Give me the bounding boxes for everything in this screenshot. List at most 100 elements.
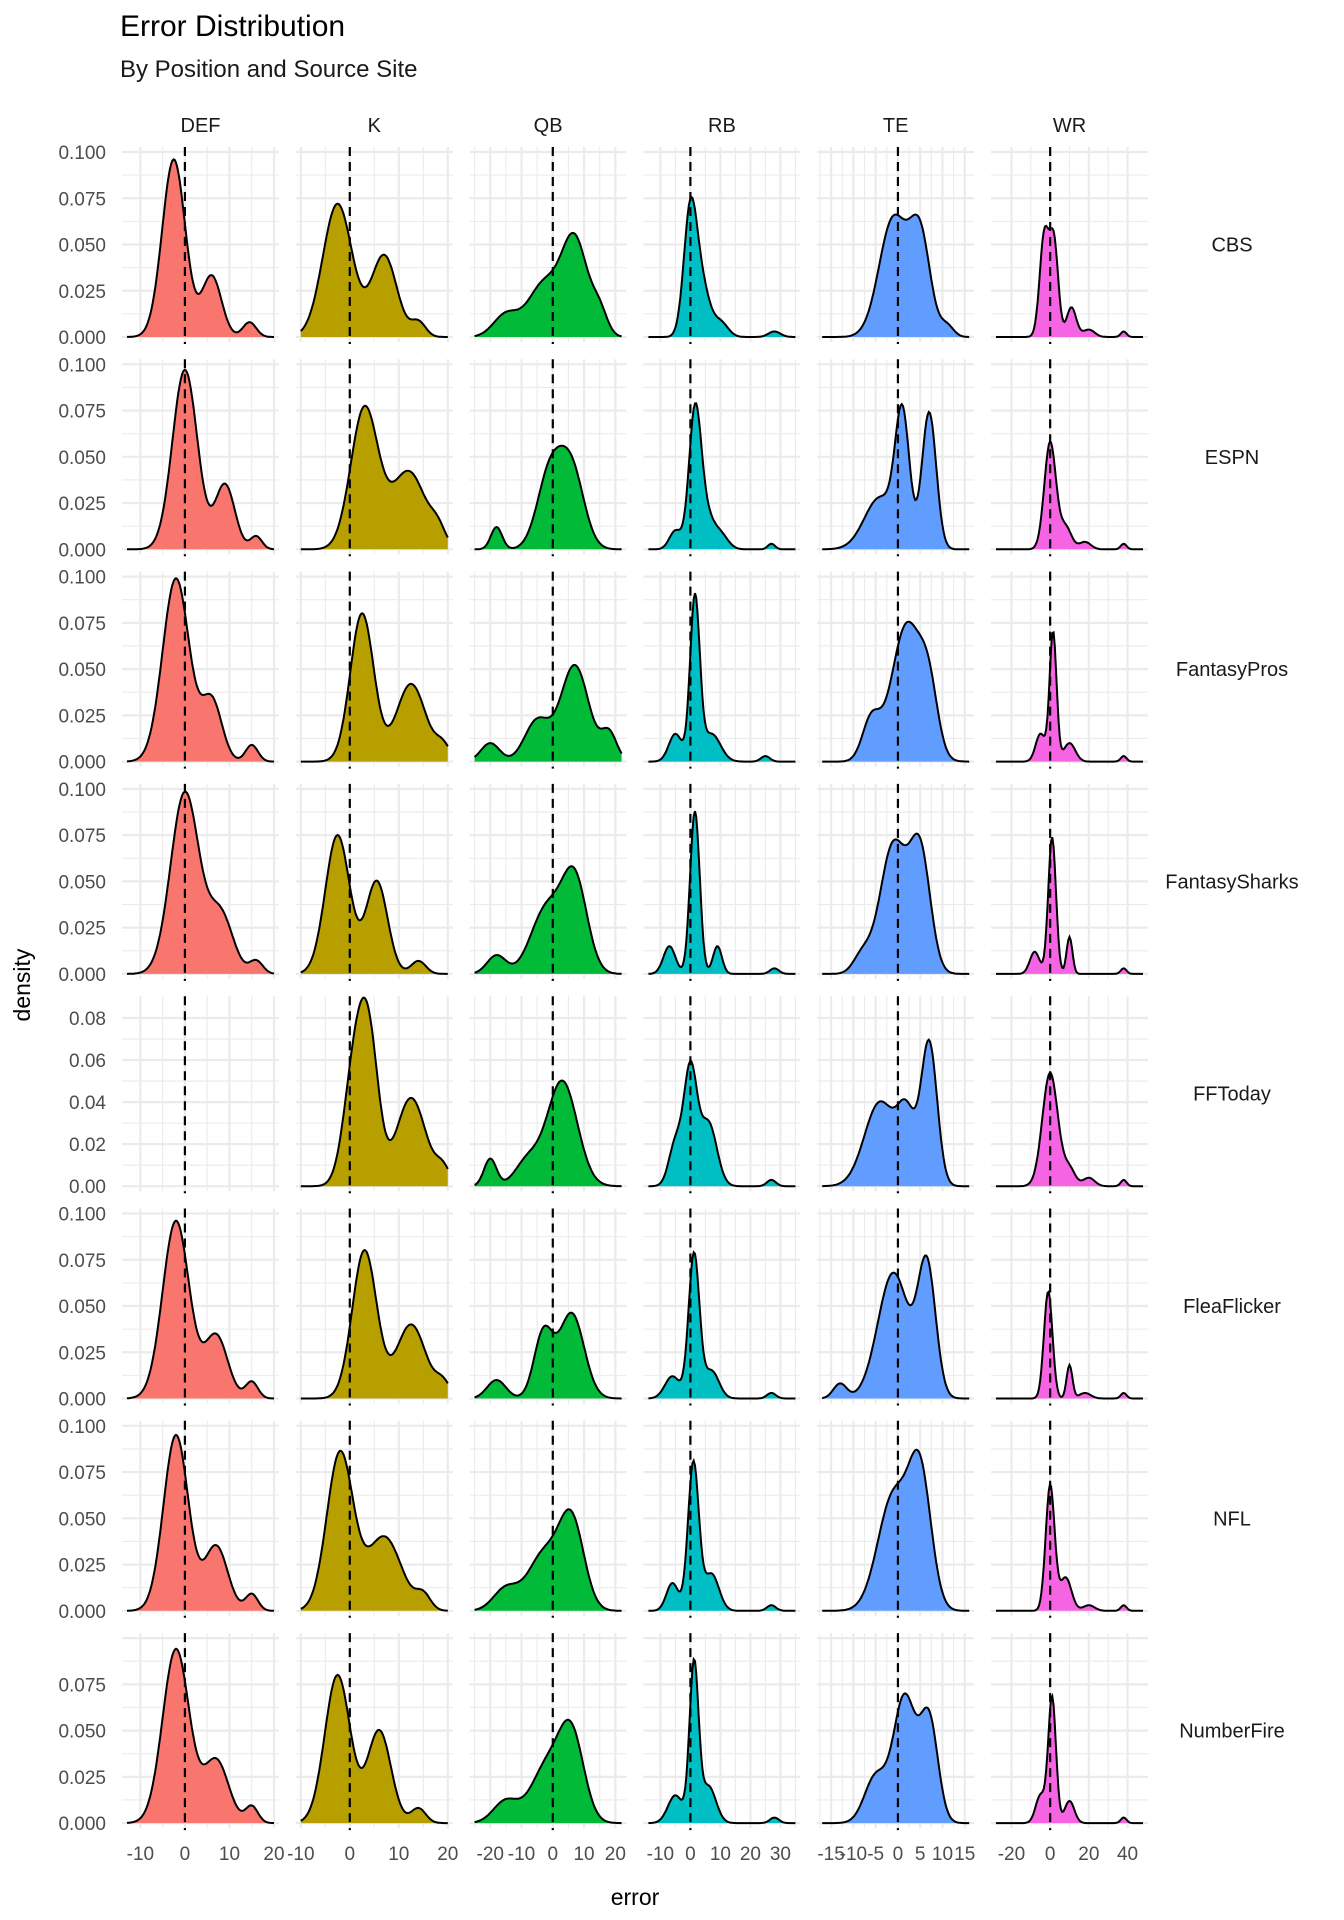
y-tick-label: 0.050	[58, 236, 106, 257]
density-curve	[648, 1250, 796, 1400]
density-curve	[996, 1071, 1143, 1188]
density-area	[300, 835, 448, 974]
row-strip-label: FantasyPros	[1176, 659, 1288, 681]
density-curve	[474, 1311, 622, 1400]
row-strip-label: NumberFire	[1179, 1721, 1285, 1743]
density-curve	[822, 620, 970, 763]
density-curve	[126, 1647, 275, 1825]
y-tick-label: 0.075	[58, 826, 106, 847]
facet-panel	[122, 1420, 279, 1618]
y-tick-label: 0.100	[58, 780, 106, 801]
facet-panel	[122, 359, 279, 557]
density-curve	[474, 865, 622, 975]
density-area	[474, 1509, 622, 1611]
density-curve	[822, 213, 970, 338]
density-curve	[648, 402, 796, 551]
density-curve	[127, 158, 274, 338]
y-tick-label: 0.075	[58, 614, 106, 635]
facet-panel	[991, 147, 1148, 344]
x-axis-label: error	[611, 1884, 660, 1910]
facet-panel	[295, 359, 453, 557]
x-tick-label: 0	[180, 1844, 191, 1865]
y-tick-label: 0.050	[58, 448, 106, 469]
x-tick-label: -10	[840, 1844, 867, 1865]
y-tick-label: 0.000	[58, 753, 106, 774]
row-strip-label: NFL	[1213, 1508, 1251, 1530]
facet-panel	[991, 1208, 1148, 1406]
column-strip-label: WR	[1053, 115, 1086, 137]
density-area	[300, 1450, 448, 1611]
y-tick-label: 0.075	[58, 402, 106, 423]
facet-panel	[991, 571, 1148, 769]
x-tick-label: 10	[219, 1844, 240, 1865]
facet-panel	[295, 783, 453, 981]
y-tick-label: 0.100	[58, 355, 106, 376]
x-tick-label: 40	[1117, 1844, 1138, 1865]
y-tick-label: 0.075	[58, 189, 106, 210]
density-area	[996, 837, 1143, 974]
density-curve	[822, 1448, 970, 1612]
column-strip-label: K	[368, 115, 382, 137]
density-curve	[822, 402, 970, 551]
facet-panel	[643, 783, 801, 981]
density-area	[648, 403, 796, 550]
facet-panel	[817, 783, 975, 981]
density-area	[474, 445, 622, 550]
density-area	[822, 621, 970, 762]
y-tick-label: 0.025	[58, 1556, 106, 1577]
density-area	[300, 405, 448, 550]
y-tick-label: 0.000	[58, 965, 106, 986]
y-tick-label: 0.100	[58, 1205, 106, 1226]
x-tick-label: 0	[685, 1844, 696, 1865]
density-area	[300, 997, 448, 1187]
facet-panel	[469, 1208, 627, 1406]
density-curve	[300, 833, 448, 975]
facet-panel	[295, 1420, 453, 1618]
y-tick-label: 0.100	[58, 143, 106, 164]
y-tick-label: 0.050	[58, 872, 106, 893]
x-tick-label: -10	[508, 1844, 535, 1865]
density-curve	[474, 1718, 622, 1825]
density-curve	[648, 195, 796, 338]
y-tick-label: 0.000	[58, 540, 106, 561]
column-strip-label: QB	[534, 115, 563, 137]
density-curve	[822, 1038, 970, 1188]
facet-panel	[817, 571, 975, 769]
density-area	[822, 1255, 970, 1399]
y-tick-label: 0.050	[58, 660, 106, 681]
density-area	[127, 1434, 274, 1611]
facet-panel	[817, 147, 975, 344]
facet-panel	[991, 1420, 1148, 1618]
density-area	[127, 578, 274, 762]
chart-subtitle: By Position and Source Site	[120, 56, 418, 83]
row-strip-label: CBS	[1211, 235, 1252, 257]
facet-panel	[295, 996, 453, 1194]
facet-panel	[991, 783, 1148, 981]
density-area	[822, 1039, 970, 1187]
density-area	[822, 833, 970, 974]
density-area	[300, 613, 448, 762]
x-tick-label: 0	[345, 1844, 356, 1865]
facet-panel	[122, 147, 279, 344]
y-tick-label: 0.04	[69, 1093, 106, 1114]
density-area	[300, 1250, 448, 1399]
density-area	[474, 1080, 622, 1187]
density-area	[648, 593, 796, 762]
density-curve	[996, 836, 1143, 975]
x-tick-label: 10	[932, 1844, 953, 1865]
x-tick-label: 15	[954, 1844, 975, 1865]
density-curve	[648, 810, 796, 975]
y-tick-label: 0.02	[69, 1135, 106, 1156]
row-strip-label: FFToday	[1193, 1084, 1271, 1106]
facet-panel	[643, 996, 801, 1194]
y-tick-label: 0.000	[58, 1390, 106, 1411]
x-tick-label: -10	[647, 1844, 674, 1865]
x-tick-label: -15	[817, 1844, 844, 1865]
density-area	[474, 1719, 622, 1824]
y-tick-label: 0.100	[58, 1417, 106, 1438]
row-strip-label: ESPN	[1205, 447, 1259, 469]
y-tick-label: 0.050	[58, 1722, 106, 1743]
density-curve	[648, 592, 796, 763]
y-tick-label: 0.025	[58, 919, 106, 940]
